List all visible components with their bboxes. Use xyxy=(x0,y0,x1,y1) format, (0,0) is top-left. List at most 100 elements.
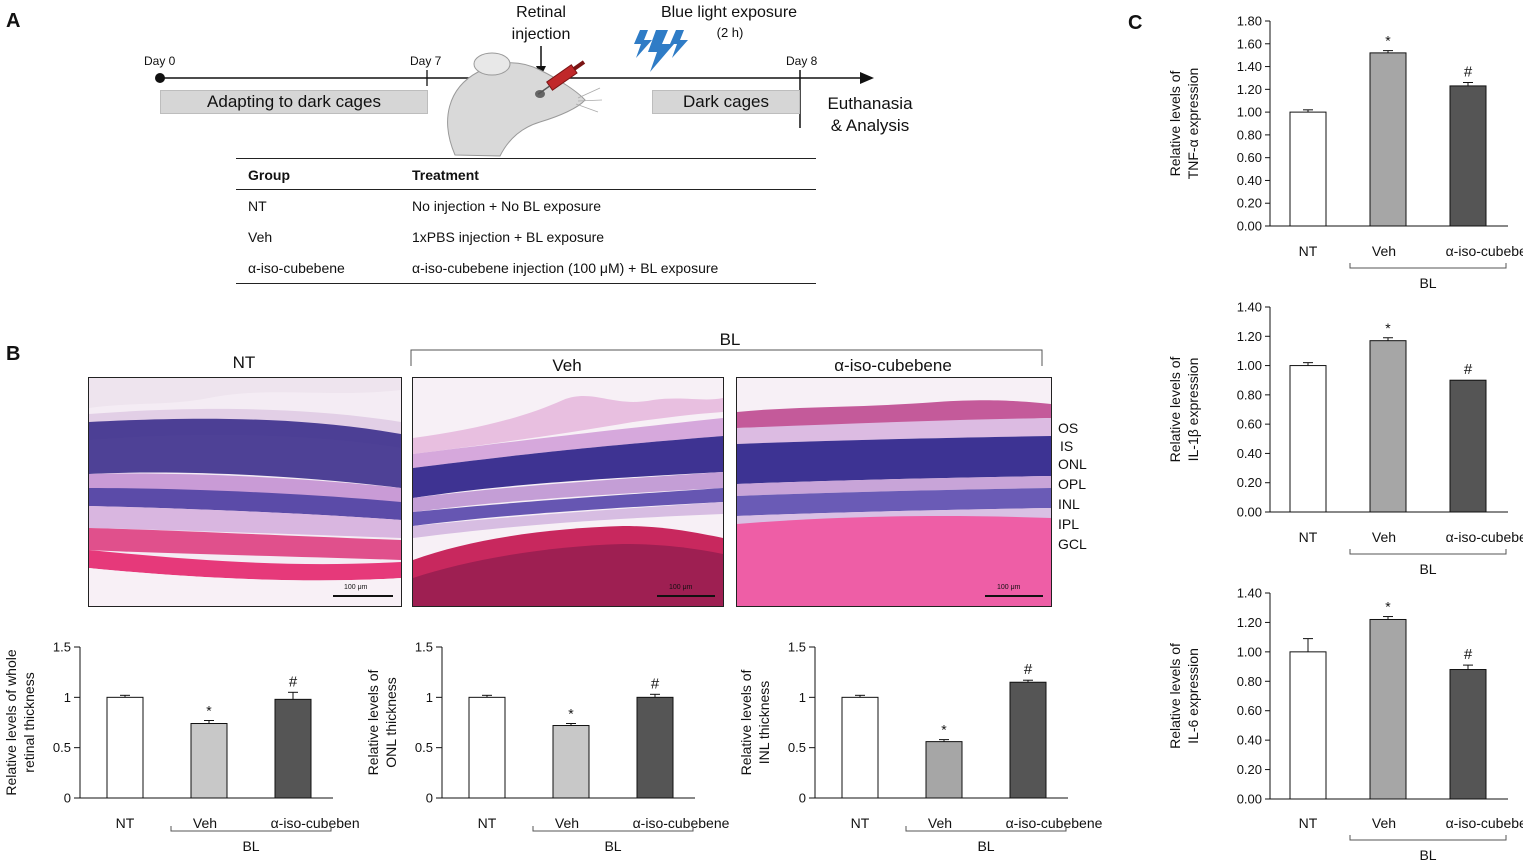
y-axis-label: Relative levels of xyxy=(1167,643,1183,749)
category-label: NT xyxy=(478,815,497,831)
y-axis-label: Relative levels of xyxy=(738,669,754,775)
scale-bar xyxy=(333,595,393,597)
significance-marker: * xyxy=(206,702,212,718)
histo-title-aic: α-iso-cubebene xyxy=(834,356,952,375)
significance-marker: # xyxy=(289,673,298,690)
dark-cages-box: Dark cages xyxy=(652,90,800,114)
y-axis-label: TNF-α expression xyxy=(1185,68,1201,180)
y-axis-label: Relative levels of xyxy=(365,669,381,775)
table-cell: No injection + No BL exposure xyxy=(412,198,601,214)
category-label: α-iso-cubebene xyxy=(1446,243,1523,259)
category-label: NT xyxy=(1299,243,1318,259)
category-label: Veh xyxy=(555,815,579,831)
y-tick-label: 0.20 xyxy=(1237,196,1262,211)
significance-marker: * xyxy=(568,706,574,722)
bar-veh xyxy=(1369,52,1407,227)
y-axis-label: IL-1β expression xyxy=(1185,358,1201,462)
bar-nt xyxy=(1289,111,1327,227)
category-label: Veh xyxy=(1372,529,1396,545)
day7-label: Day 7 xyxy=(410,54,442,68)
y-axis-label: retinal thickness xyxy=(21,672,37,772)
scale-bar xyxy=(985,595,1043,597)
y-tick-label: 0.5 xyxy=(53,740,71,755)
table-cell: α-iso-cubebene xyxy=(236,252,400,284)
y-tick-label: 0.20 xyxy=(1237,475,1262,490)
bl-group-label: BL xyxy=(242,838,259,854)
y-tick-label: 1.40 xyxy=(1237,300,1262,315)
category-label: NT xyxy=(851,815,870,831)
y-tick-label: 1.20 xyxy=(1237,615,1262,630)
significance-marker: # xyxy=(1464,64,1473,81)
bl-bracket xyxy=(170,826,332,832)
y-tick-label: 0.60 xyxy=(1237,703,1262,718)
category-label: Veh xyxy=(928,815,952,831)
treatment-table: Group Treatment NT No injection + No BL … xyxy=(236,158,816,284)
y-tick-label: 0.40 xyxy=(1237,733,1262,748)
layer-label-gcl: GCL xyxy=(1058,536,1087,552)
bar-veh xyxy=(1369,618,1407,800)
panel-label-c: C xyxy=(1128,12,1143,34)
bl-group-label: BL xyxy=(1419,561,1436,577)
day0-dot xyxy=(155,73,165,83)
bl-bracket xyxy=(1349,549,1507,555)
bl-bracket xyxy=(1349,263,1507,269)
scale-bar-label: 100 μm xyxy=(344,584,368,591)
table-cell: 1xPBS injection + BL exposure xyxy=(412,229,605,245)
panel-label-a: A xyxy=(6,10,21,32)
y-tick-label: 1 xyxy=(799,690,806,705)
adapting-box: Adapting to dark cages xyxy=(160,90,428,114)
significance-marker: # xyxy=(651,675,660,692)
category-label: α-iso-cubebene xyxy=(1446,815,1523,831)
bar-nt xyxy=(1289,651,1327,800)
chart-onl-thickness: 0 0.5 1 1.5 Relative levels of ONL thickness N… xyxy=(365,640,730,855)
layer-label-opl: OPL xyxy=(1058,476,1087,492)
timeline-arrowhead xyxy=(860,72,874,84)
y-tick-label: 0.60 xyxy=(1237,417,1262,432)
chart-whole-retinal-thickness: 0 0.5 1 1.5 Relative levels of whole retinal … xyxy=(3,640,360,855)
timeline-graphic xyxy=(155,30,874,157)
lightning-icon xyxy=(634,30,688,72)
bar-nt xyxy=(841,696,879,799)
bar-aic xyxy=(1449,85,1487,227)
layer-label-onl: ONL xyxy=(1058,456,1087,472)
y-tick-label: 0.80 xyxy=(1237,127,1262,142)
category-label: α-iso-cubebene xyxy=(271,815,360,831)
y-tick-label: 0.5 xyxy=(788,740,806,755)
chart-tnf-alpha: 0.00 0.20 0.40 0.60 0.80 1.00 1.20 1.40 1.60 1.80… xyxy=(1167,14,1523,292)
category-label: NT xyxy=(1299,529,1318,545)
histo-bl-label: BL xyxy=(719,330,741,349)
y-tick-label: 0.80 xyxy=(1237,674,1262,689)
significance-marker: # xyxy=(1464,361,1473,378)
y-tick-label: 0.20 xyxy=(1237,762,1262,777)
histo-title-veh: Veh xyxy=(552,356,582,375)
y-axis-label: Relative levels of whole xyxy=(3,649,19,796)
day0-label: Day 0 xyxy=(144,54,176,68)
mouse-illustration xyxy=(447,52,603,157)
y-axis-label: Relative levels of xyxy=(1167,70,1183,176)
bar-aic xyxy=(274,698,312,799)
category-label: Veh xyxy=(1372,815,1396,831)
blue-light-title: Blue light exposure xyxy=(660,4,798,21)
y-tick-label: 0.40 xyxy=(1237,446,1262,461)
layer-label-is: IS xyxy=(1060,438,1074,454)
y-tick-label: 1.00 xyxy=(1237,358,1262,373)
category-label: NT xyxy=(1299,815,1318,831)
significance-marker: * xyxy=(1385,320,1391,336)
bar-nt xyxy=(468,696,506,799)
significance-marker: * xyxy=(1385,599,1391,615)
bar-aic xyxy=(1449,379,1487,513)
layer-label-ipl: IPL xyxy=(1058,516,1080,532)
euthanasia-label: Euthanasia & Analysis xyxy=(827,94,913,135)
significance-marker: * xyxy=(1385,33,1391,49)
table-header-treatment: Treatment xyxy=(400,158,816,190)
y-tick-label: 1.00 xyxy=(1237,105,1262,120)
bl-bracket xyxy=(1349,835,1507,841)
histology-image-nt: 100 μm xyxy=(88,377,402,607)
panel-label-b: B xyxy=(6,343,21,365)
y-tick-label: 1.5 xyxy=(53,640,71,655)
significance-marker: # xyxy=(1464,646,1473,663)
bl-group-label: BL xyxy=(604,838,621,854)
category-label: α-iso-cubebene xyxy=(1006,815,1103,831)
category-label: NT xyxy=(116,815,135,831)
y-tick-label: 0.00 xyxy=(1237,792,1262,807)
